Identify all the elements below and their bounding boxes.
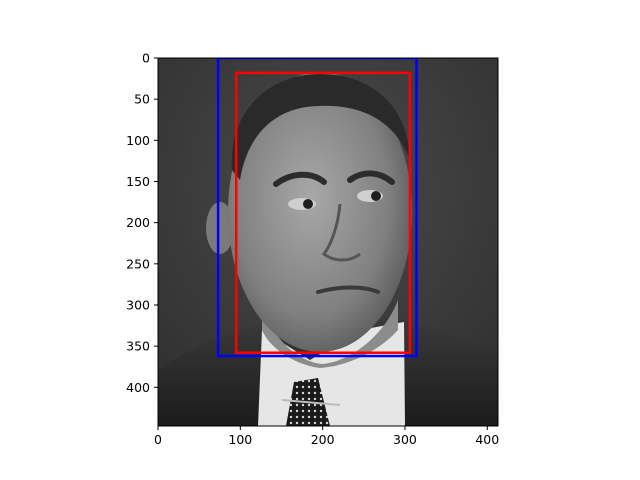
bounding-box-1 xyxy=(216,58,418,358)
x-axis: 0 100 200 300 400 xyxy=(154,426,499,447)
x-tick-label: 0 xyxy=(154,432,162,447)
y-tick-label: 250 xyxy=(126,256,150,271)
x-tick-label: 100 xyxy=(228,432,252,447)
axes-frame xyxy=(157,57,499,427)
y-tick-label: 300 xyxy=(126,297,150,312)
bounding-box-2 xyxy=(234,71,412,354)
y-tick-label: 400 xyxy=(126,380,150,395)
y-tick-label: 0 xyxy=(142,51,150,66)
y-tick-label: 350 xyxy=(126,339,150,354)
y-tick-label: 100 xyxy=(126,133,150,148)
x-tick-label: 400 xyxy=(475,432,499,447)
y-tick-label: 50 xyxy=(134,92,150,107)
y-axis: 0 50 100 150 200 250 300 350 400 xyxy=(126,51,158,395)
x-tick-label: 200 xyxy=(311,432,335,447)
photo-image xyxy=(158,58,498,426)
x-tick-label: 300 xyxy=(393,432,417,447)
bounding-boxes xyxy=(216,58,418,358)
y-tick-label: 200 xyxy=(126,215,150,230)
y-tick-label: 150 xyxy=(126,174,150,189)
